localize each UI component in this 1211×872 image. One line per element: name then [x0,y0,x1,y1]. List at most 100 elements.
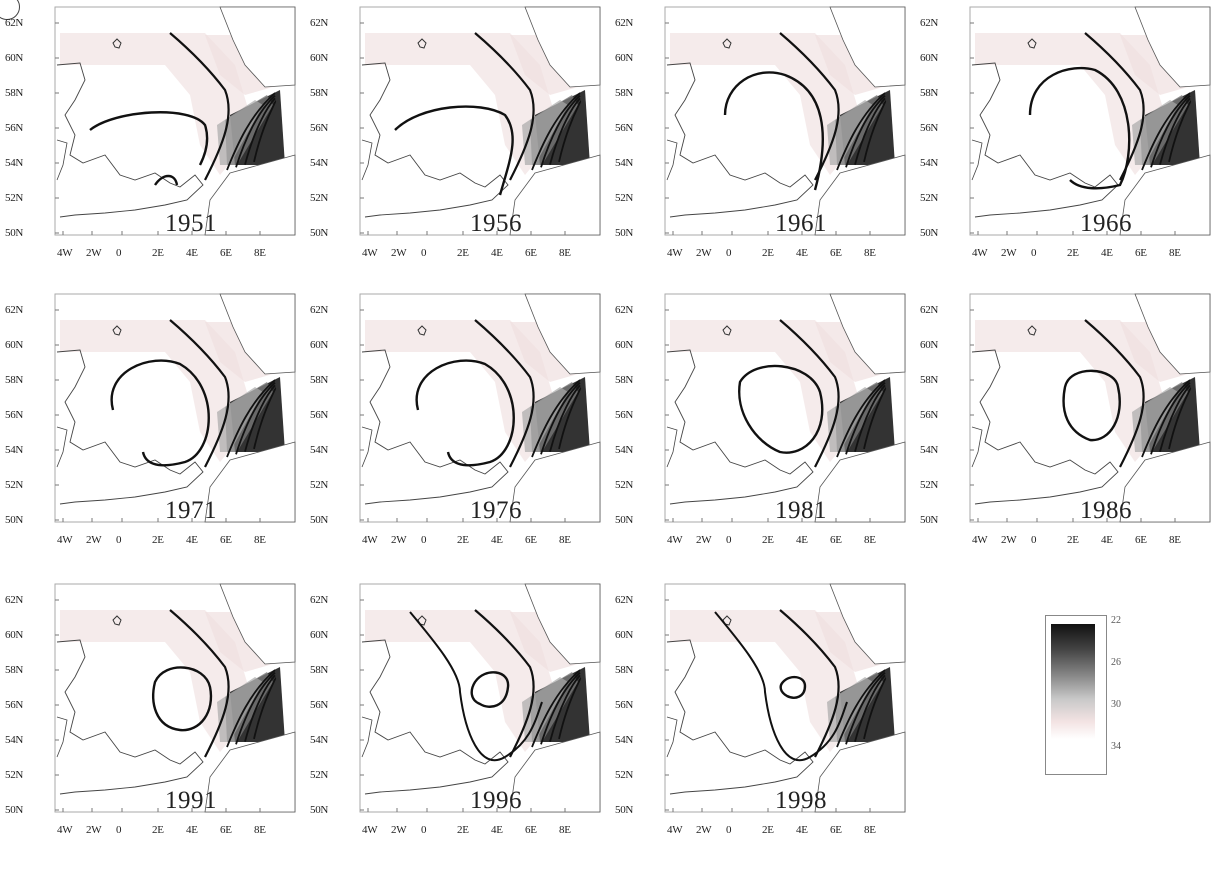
contour-line [558,677,582,740]
contour-line [415,359,515,467]
latitude-label: 50N [310,514,329,526]
land-norway [219,583,296,665]
map-panel-1991: 62N 60N 58N 56N 54N 52N 50N 4W 2W 0 2E 4E 6E 8E 1991 [5,582,305,872]
contour-line [836,379,886,458]
salinity-shade [365,320,555,462]
land-continent [1119,441,1211,523]
coastline-uk [56,349,204,505]
year-label: 1966 [1080,210,1132,237]
coastline-uk [666,639,814,795]
low-salinity-band [522,100,568,165]
longitude-label: 2W [696,534,712,546]
contour-line [738,364,824,454]
latitude-label: 50N [5,804,24,816]
latitude-label: 56N [310,699,329,711]
low-salinity-band [827,100,873,165]
longitude-label: 0 [726,534,732,546]
land-continent [204,441,296,523]
corner-decoration [0,0,20,20]
coastline-ireland [666,716,678,758]
latitude-label: 60N [615,52,634,64]
longitude-label: 4W [57,247,73,259]
longitude-label: 4E [1101,247,1113,259]
latitude-label: 62N [615,17,634,29]
contour-line [854,384,886,452]
latitude-label: 52N [5,479,24,491]
land-norway [524,293,601,375]
longitude-label: 4W [972,247,988,259]
low-salinity-band [522,387,568,452]
latitude-label: 58N [615,664,634,676]
contour-line [1150,95,1191,168]
contour-line [549,97,581,165]
longitude-label: 4E [491,534,503,546]
salinity-shade [670,33,860,175]
year-label: 1991 [165,787,217,814]
longitude-label: 2E [1067,247,1079,259]
latitude-label: 52N [310,192,329,204]
latitude-label: 50N [920,227,939,239]
longitude-label: 4W [362,824,378,836]
coastline-ireland [56,426,68,468]
coastline-ireland [361,139,373,181]
contour-line [244,384,276,452]
map-panel-1981: 62N 60N 58N 56N 54N 52N 50N 4W 2W 0 2E 4E 6E 8E 1981 [615,292,915,582]
contour-line [409,611,543,762]
longitude-label: 4E [796,824,808,836]
colorbar-tick: 22 [1111,615,1121,626]
latitude-label: 50N [310,804,329,816]
longitude-label: 2W [86,534,102,546]
year-label: 1986 [1080,497,1132,524]
contour-line [836,669,886,748]
contour-line [169,32,230,181]
coastline-ireland [666,139,678,181]
latitude-label: 60N [615,629,634,641]
contour-map [969,293,1211,523]
longitude-label: 6E [830,824,842,836]
colorbar: 22 26 30 34 [1045,615,1135,780]
coastline-ireland [56,716,68,758]
salinity-shade [60,33,250,175]
coastline-uk [666,349,814,505]
low-salinity-band [827,387,873,452]
coastline-uk [361,349,509,505]
contour-line [540,672,581,745]
longitude-label: 4W [57,534,73,546]
latitude-label: 54N [5,734,24,746]
land-norway [829,293,906,375]
salinity-shade [975,33,1165,175]
map-panel-1976: 62N 60N 58N 56N 54N 52N 50N 4W 2W 0 2E 4E 6E 8E 1976 [310,292,610,582]
latitude-label: 60N [615,339,634,351]
longitude-label: 4W [667,824,683,836]
contour-line [549,384,581,452]
contour-map [54,6,296,236]
longitude-label: 2W [696,247,712,259]
latitude-label: 62N [310,17,329,29]
latitude-label: 54N [920,444,939,456]
contour-line [169,319,230,468]
coastline-ireland [361,426,373,468]
contour-line [474,319,535,468]
latitude-label: 54N [920,157,939,169]
contour-map [664,293,906,523]
longitude-label: 2W [86,824,102,836]
longitude-label: 4W [362,534,378,546]
latitude-label: 62N [5,304,24,316]
latitude-label: 56N [920,409,939,421]
contour-line [1141,379,1191,458]
low-salinity-band [217,387,263,452]
land-norway [219,6,296,88]
latitude-label: 50N [615,227,634,239]
contour-line [714,611,848,762]
longitude-label: 2E [152,824,164,836]
latitude-label: 56N [310,122,329,134]
longitude-label: 8E [1169,534,1181,546]
longitude-label: 0 [1031,247,1037,259]
longitude-label: 6E [830,247,842,259]
colorbar-gradient [1051,624,1095,739]
contour-line [152,666,213,732]
latitude-label: 60N [920,339,939,351]
contour-line [1141,92,1191,171]
shetland-islands [112,325,122,336]
longitude-label: 2E [152,534,164,546]
